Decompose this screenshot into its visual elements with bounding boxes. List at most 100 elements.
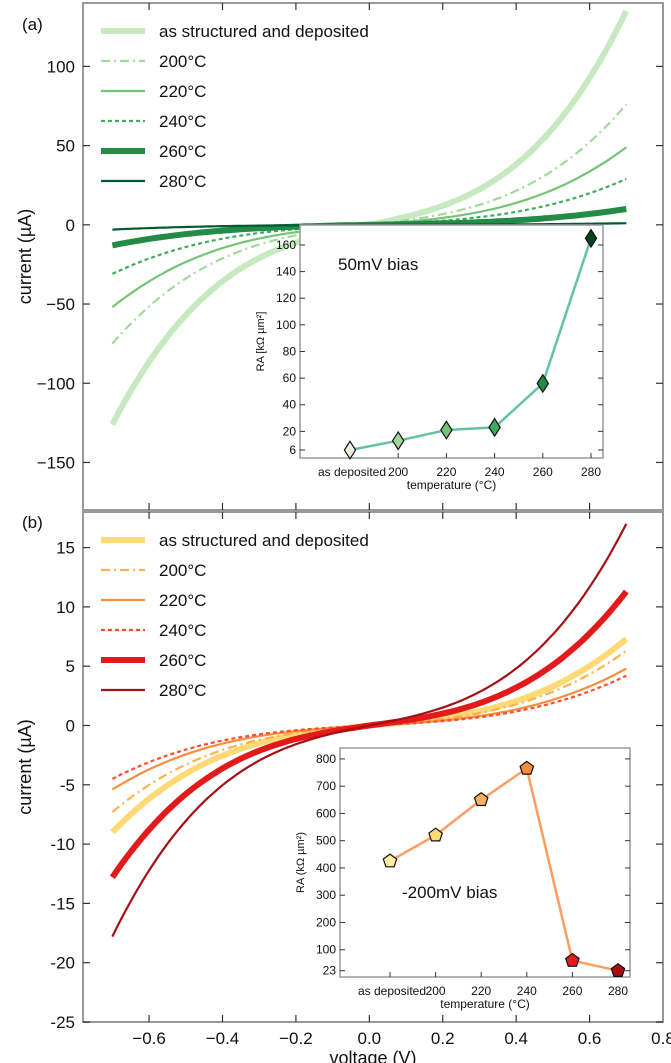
legend-label: 260°C <box>159 142 206 161</box>
x-tick-label: 0.2 <box>431 1029 455 1048</box>
inset-y-tick-label: 6 <box>289 443 296 457</box>
panel-a: (a) 100 50 0 −50 −100 −150 current (µA) as struc… <box>15 2 664 511</box>
inset-x-tick-label: 200 <box>388 465 408 479</box>
inset-y-tick-label: 160 <box>276 238 296 252</box>
inset-y-tick-label: 140 <box>276 265 296 279</box>
inset-x-tick-label: 220 <box>436 465 456 479</box>
inset-marker <box>519 760 535 775</box>
inset-y-tick-label: 80 <box>283 344 297 358</box>
inset-x-tick-label: as deposited <box>318 465 386 479</box>
y-tick-label: -15 <box>50 894 75 913</box>
y-tick-label: -5 <box>60 776 75 795</box>
inset-marker <box>536 373 550 394</box>
legend-label: 220°C <box>159 82 206 101</box>
panel-b: (b) 15 10 5 0 -5 -10 -15 -20 -25 −0.6 −0.4 −0.2 0.0 0.… <box>15 511 671 1063</box>
inset-y-tick-label: 100 <box>316 943 336 957</box>
legend-label: 200°C <box>159 561 206 580</box>
x-tick-label: 0.4 <box>504 1029 528 1048</box>
inset-marker <box>440 420 453 440</box>
inset: 6 20 40 60 80 100 120 140 160 as deposited 200 220 2… <box>255 224 604 492</box>
inset-marker <box>610 962 626 977</box>
inset-line <box>349 237 593 452</box>
x-tick-label: −0.4 <box>206 1029 240 1048</box>
legend-label: 240°C <box>159 621 206 640</box>
inset-y-axis-label: RA (kΩ µm²) <box>295 832 307 893</box>
legend-label: as structured and deposited <box>159 22 369 41</box>
legend-label: 280°C <box>159 172 206 191</box>
x-tick-label: 0.8 <box>651 1029 671 1048</box>
inset-marker <box>473 792 489 807</box>
legend-label: 260°C <box>159 651 206 670</box>
plot-frame <box>82 2 664 511</box>
legend-label: as structured and deposited <box>159 531 369 550</box>
legend-label: 200°C <box>159 52 206 71</box>
y-axis-label: current (µA) <box>15 209 35 304</box>
inset-y-tick-label: 300 <box>316 888 336 902</box>
x-tick-label: 0.0 <box>358 1029 382 1048</box>
inset-marker <box>382 853 398 868</box>
inset-annotation: 50mV bias <box>338 255 418 274</box>
inset-x-axis-label: temperature (°C) <box>407 478 497 492</box>
y-tick-label: 50 <box>56 137 75 156</box>
inset-y-tick-label: 23 <box>323 964 337 978</box>
inset-y-tick-label: 400 <box>316 861 336 875</box>
series-line <box>111 523 628 938</box>
panel-label: (a) <box>22 15 43 34</box>
inset-y-tick-label: 700 <box>316 779 336 793</box>
inset-x-tick-label: as deposited <box>358 984 426 998</box>
inset-y-tick-label: 100 <box>276 318 296 332</box>
inset-frame <box>299 224 604 459</box>
inset-x-tick-label: 260 <box>533 465 553 479</box>
inset-y-tick-label: 800 <box>316 752 336 766</box>
y-tick-label: -25 <box>50 1013 75 1032</box>
inset-marker <box>564 952 580 967</box>
inset-marker <box>584 228 598 249</box>
inset-y-tick-label: 500 <box>316 834 336 848</box>
panel-label: (b) <box>22 513 43 532</box>
series-line <box>111 649 627 813</box>
y-tick-label: -10 <box>50 835 75 854</box>
inset-y-tick-label: 120 <box>276 291 296 305</box>
x-tick-label: 0.6 <box>578 1029 602 1048</box>
inset-x-tick-label: 280 <box>608 984 628 998</box>
inset-y-tick-label: 600 <box>316 806 336 820</box>
inset-annotation: -200mV bias <box>402 883 497 902</box>
series-line <box>111 177 627 275</box>
inset-y-tick-label: 40 <box>283 398 297 412</box>
y-tick-label: −150 <box>37 453 75 472</box>
inset-y-tick-label: 20 <box>283 424 297 438</box>
inset-line <box>389 766 619 972</box>
inset-x-tick-label: 280 <box>581 465 601 479</box>
y-axis-label: current (µA) <box>15 719 35 814</box>
y-tick-label: 0 <box>66 716 75 735</box>
x-tick-label: −0.2 <box>279 1029 313 1048</box>
inset-x-tick-label: 200 <box>426 984 446 998</box>
inset-y-axis-label: RA [kΩ µm²] <box>255 312 267 372</box>
inset-y-tick-label: 60 <box>283 371 297 385</box>
legend-label: 280°C <box>159 681 206 700</box>
inset-frame <box>339 747 631 978</box>
y-tick-label: 0 <box>66 216 75 235</box>
x-tick-label: −0.6 <box>132 1029 166 1048</box>
inset-x-tick-label: 240 <box>485 465 505 479</box>
inset-marker <box>343 440 357 460</box>
y-tick-label: −50 <box>46 295 75 314</box>
y-tick-label: −100 <box>37 374 75 393</box>
series-line <box>111 674 627 780</box>
legend-label: 220°C <box>159 591 206 610</box>
y-tick-label: 10 <box>56 598 75 617</box>
y-tick-label: 5 <box>66 657 75 676</box>
inset-x-tick-label: 260 <box>562 984 582 998</box>
inset-marker <box>488 417 501 438</box>
inset-x-tick-label: 240 <box>517 984 537 998</box>
inset-x-tick-label: 220 <box>471 984 491 998</box>
x-axis-label: voltage (V) <box>329 1048 416 1063</box>
legend-label: 240°C <box>159 112 206 131</box>
inset-x-axis-label: temperature (°C) <box>440 997 530 1011</box>
inset-marker <box>428 827 444 842</box>
inset-y-tick-label: 200 <box>316 915 336 929</box>
y-tick-label: 100 <box>47 57 75 76</box>
y-tick-label: 15 <box>56 539 75 558</box>
